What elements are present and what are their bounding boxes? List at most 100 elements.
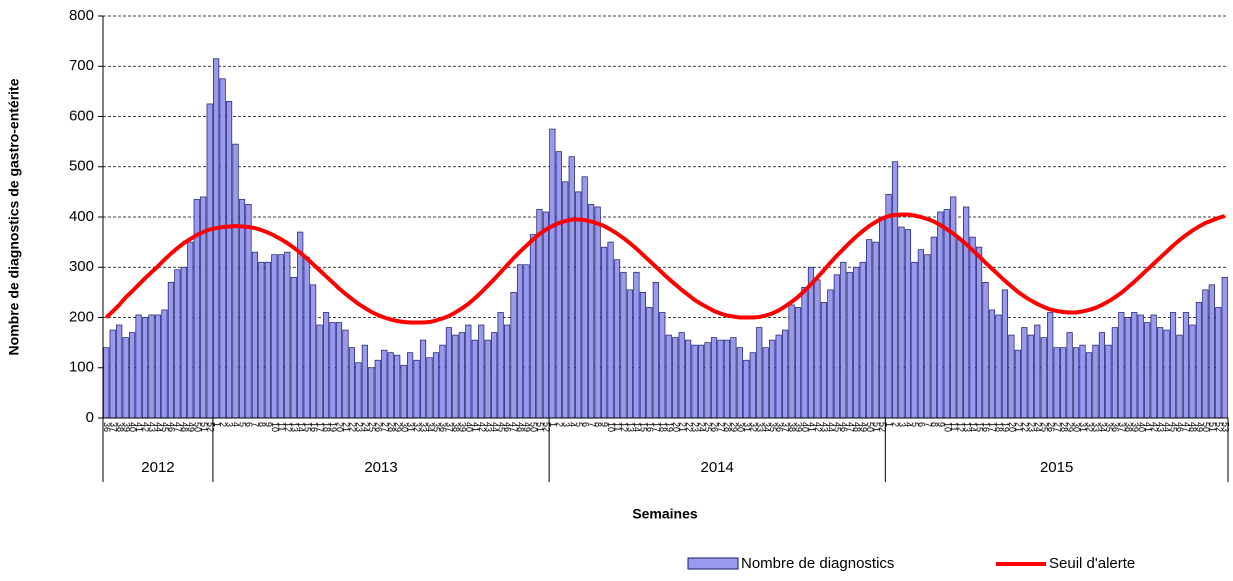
x-tick-label: 41 — [807, 422, 817, 432]
x-tick-label: 50 — [529, 422, 539, 432]
bar — [833, 274, 840, 419]
bar — [167, 281, 174, 419]
bar — [762, 347, 769, 419]
x-tick-label: 29 — [729, 422, 739, 432]
bar — [639, 292, 646, 419]
bar — [529, 234, 537, 419]
x-tick-label: 44 — [154, 422, 164, 432]
x-tick-label: 27 — [380, 422, 390, 432]
bar — [588, 204, 595, 419]
bar — [504, 324, 511, 419]
x-tick-label: 3 — [225, 422, 235, 427]
bar — [348, 347, 356, 419]
x-tick-label: 40 — [464, 422, 474, 432]
bar — [141, 317, 149, 419]
bar — [930, 236, 937, 419]
bar — [264, 261, 271, 419]
x-tick-label: 5 — [574, 422, 584, 427]
x-tick-label: 6 — [244, 422, 254, 427]
bar — [1105, 344, 1112, 419]
bar — [122, 337, 129, 419]
x-group-label: 2012 — [141, 459, 174, 476]
x-tick-label: 53 — [1220, 422, 1230, 432]
x-tick-label: 32 — [412, 422, 422, 432]
bar — [562, 181, 569, 419]
x-tick-label: 26 — [373, 422, 383, 432]
bar — [465, 324, 472, 419]
bar — [484, 339, 491, 419]
bar — [801, 287, 808, 419]
bar — [769, 339, 776, 419]
x-tick-label: 9 — [600, 422, 610, 427]
x-tick-label: 37 — [445, 422, 455, 432]
y-axis-title: Nombre de diagnostics de gastro-entérite — [6, 78, 22, 355]
bar — [1137, 314, 1144, 419]
bar — [1092, 344, 1099, 419]
bar — [129, 332, 136, 419]
bar — [225, 101, 233, 419]
x-tick-label: 14 — [296, 422, 306, 432]
x-tick-label: 35 — [432, 422, 442, 432]
bar — [626, 289, 634, 419]
bar — [251, 251, 259, 419]
x-tick-label: 40 — [1136, 422, 1146, 432]
bar — [975, 246, 983, 419]
bar — [736, 347, 743, 419]
bar — [743, 359, 750, 419]
bar — [775, 334, 782, 419]
bar — [600, 246, 608, 419]
x-tick-label: 39 — [457, 422, 467, 432]
x-tick-label: 28 — [386, 422, 396, 432]
x-tick-label: 42 — [1149, 422, 1159, 432]
x-tick-label: 2 — [218, 422, 228, 427]
x-tick-label: 48 — [516, 422, 526, 432]
bar — [387, 352, 394, 419]
y-tick-label: 600 — [69, 107, 94, 124]
bar — [497, 312, 504, 419]
x-tick-label: 51 — [199, 422, 209, 432]
bar — [232, 143, 239, 419]
bar — [154, 314, 162, 419]
bar — [374, 359, 381, 419]
x-tick-label: 42 — [813, 422, 823, 432]
x-tick-label: 49 — [858, 422, 868, 432]
bar — [1169, 312, 1177, 419]
x-group-label: 2014 — [701, 459, 734, 476]
bar — [516, 264, 524, 419]
x-tick-label: 52 — [878, 422, 888, 432]
x-tick-label: 2 — [891, 422, 901, 427]
bar — [361, 344, 368, 419]
x-tick-label: 18 — [658, 422, 668, 432]
bar — [879, 216, 886, 419]
bar — [1008, 334, 1015, 419]
bar — [620, 271, 627, 419]
bar — [710, 337, 718, 419]
x-tick-label: 42 — [141, 422, 151, 432]
bar — [956, 239, 963, 419]
bar — [316, 324, 323, 419]
bar — [368, 367, 375, 419]
y-tick-label: 100 — [69, 359, 94, 376]
x-tick-label: 30 — [399, 422, 409, 432]
x-tick-label: 44 — [826, 422, 836, 432]
x-tick-label: 10 — [942, 422, 952, 432]
bar — [904, 229, 912, 419]
bar — [794, 307, 802, 419]
x-tick-label: 39 — [1130, 422, 1140, 432]
bar — [1085, 352, 1093, 419]
x-tick-label: 38 — [787, 422, 797, 432]
x-tick-label: 14 — [968, 422, 978, 432]
bar — [148, 314, 155, 419]
bar — [303, 256, 310, 419]
bar — [1163, 329, 1170, 419]
legend-label: Seuil d'alerte — [1049, 555, 1135, 572]
x-tick-label: 47 — [509, 422, 519, 432]
bar — [704, 342, 711, 419]
x-tick-label: 52 — [542, 422, 552, 432]
bar — [995, 314, 1002, 419]
x-tick-label: 12 — [283, 422, 293, 432]
x-tick-label: 13 — [962, 422, 972, 432]
x-axis-title: Semaines — [632, 506, 698, 522]
bar — [581, 176, 588, 419]
x-tick-label: 8 — [593, 422, 603, 427]
